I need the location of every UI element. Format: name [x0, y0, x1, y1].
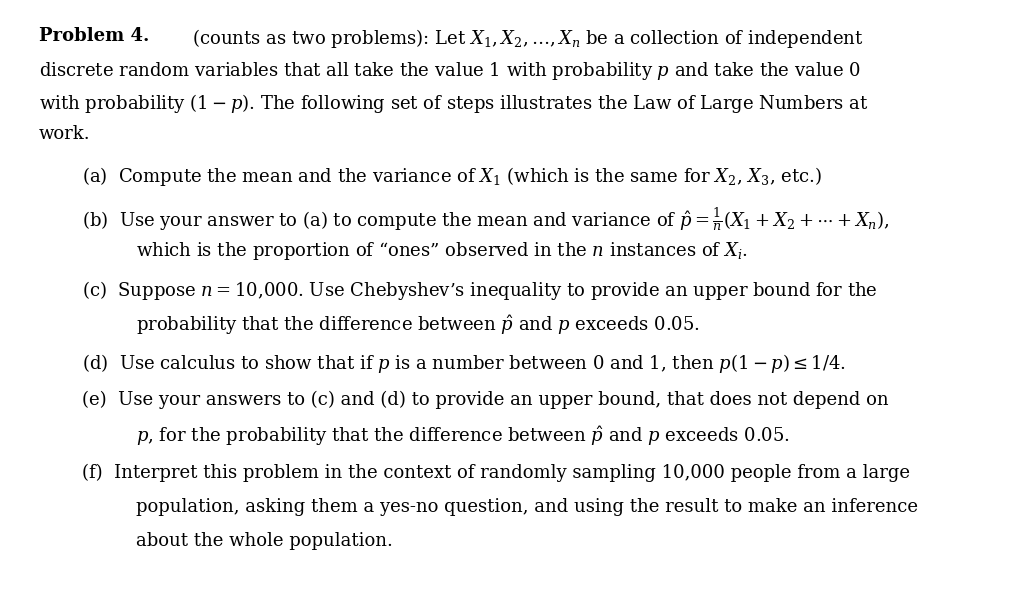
- Text: (f)  Interpret this problem in the context of randomly sampling 10,000 people fr: (f) Interpret this problem in the contex…: [82, 464, 910, 482]
- Text: discrete random variables that all take the value 1 with probability $p$ and tak: discrete random variables that all take …: [39, 60, 861, 82]
- Text: (b)  Use your answer to (a) to compute the mean and variance of $\hat{p} = \frac: (b) Use your answer to (a) to compute th…: [82, 206, 890, 232]
- Text: about the whole population.: about the whole population.: [136, 532, 393, 550]
- Text: probability that the difference between $\hat{p}$ and $p$ exceeds $0.05$.: probability that the difference between …: [136, 313, 700, 337]
- Text: (a)  Compute the mean and the variance of $X_1$ (which is the same for $X_2$, $X: (a) Compute the mean and the variance of…: [82, 165, 822, 188]
- Text: with probability $(1-p)$. The following set of steps illustrates the Law of Larg: with probability $(1-p)$. The following …: [39, 92, 868, 116]
- Text: (c)  Suppose $n = 10{,}000$. Use Chebyshev’s inequality to provide an upper boun: (c) Suppose $n = 10{,}000$. Use Chebyshe…: [82, 279, 878, 302]
- Text: Problem 4.: Problem 4.: [39, 27, 150, 45]
- Text: $p$, for the probability that the difference between $\hat{p}$ and $p$ exceeds $: $p$, for the probability that the differ…: [136, 424, 790, 448]
- Text: (d)  Use calculus to show that if $p$ is a number between 0 and 1, then $p(1-p) : (d) Use calculus to show that if $p$ is …: [82, 352, 846, 375]
- Text: which is the proportion of “ones” observed in the $n$ instances of $X_i$.: which is the proportion of “ones” observ…: [136, 240, 748, 262]
- Text: population, asking them a yes-no question, and using the result to make an infer: population, asking them a yes-no questio…: [136, 498, 919, 516]
- Text: work.: work.: [39, 125, 90, 143]
- Text: (e)  Use your answers to (c) and (d) to provide an upper bound, that does not de: (e) Use your answers to (c) and (d) to p…: [82, 390, 889, 409]
- Text: (counts as two problems): Let $X_1, X_2, \ldots, X_n$ be a collection of indepen: (counts as two problems): Let $X_1, X_2,…: [181, 27, 864, 50]
